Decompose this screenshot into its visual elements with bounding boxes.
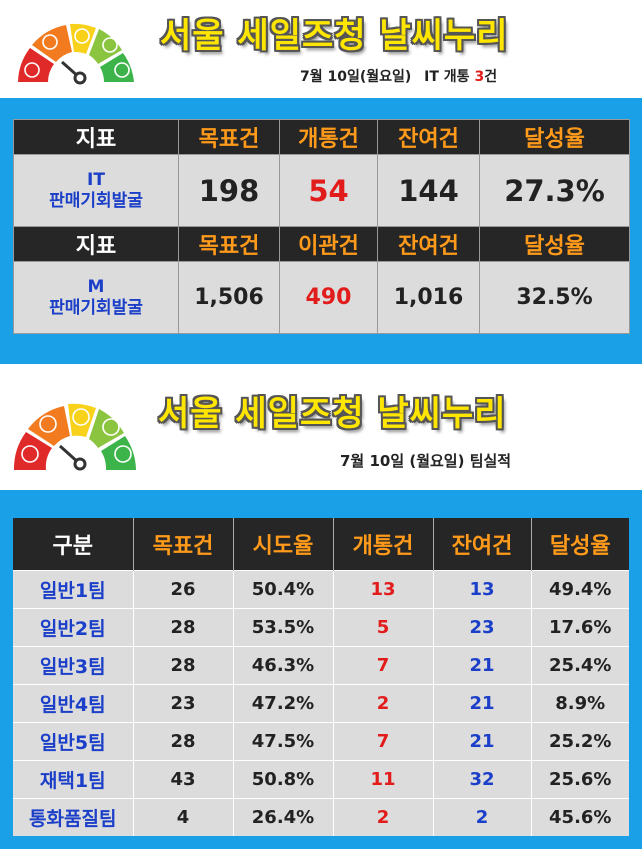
team-remain: 13 bbox=[432, 570, 531, 609]
kpi-header-cell: 개통건 bbox=[279, 119, 378, 155]
panel2-team-table: 구분 목표건 시도율 개통건 잔여건 달성율 일반1팀 26 50.4% 13 13 49… bbox=[13, 518, 629, 836]
panel1-it-count: 3 bbox=[474, 69, 485, 85]
kpi-remain: 144 bbox=[377, 154, 480, 227]
team-name: 일반1팀 bbox=[13, 570, 133, 609]
team-attempt-rate: 50.8% bbox=[232, 760, 333, 799]
team-rate: 8.9% bbox=[530, 684, 629, 723]
kpi-remain: 1,016 bbox=[377, 261, 480, 334]
weather-gauge-icon bbox=[18, 23, 134, 85]
team-attempt-rate: 46.3% bbox=[232, 646, 333, 685]
table-row: 일반3팀 28 46.3% 7 21 25.4% bbox=[13, 646, 629, 685]
team-attempt-rate: 47.5% bbox=[232, 722, 333, 761]
team-remain: 32 bbox=[432, 760, 531, 799]
team-target: 26 bbox=[132, 570, 233, 609]
team-attempt-rate: 50.4% bbox=[232, 570, 333, 609]
kpi-target: 1,506 bbox=[178, 261, 280, 334]
team-done: 7 bbox=[332, 646, 433, 685]
kpi-header-cell: 잔여건 bbox=[377, 226, 480, 262]
table-row: 일반1팀 26 50.4% 13 13 49.4% bbox=[13, 570, 629, 609]
team-rate: 25.2% bbox=[530, 722, 629, 761]
team-name: 일반4팀 bbox=[13, 684, 133, 723]
kpi-row-label: IT 판매기회발굴 bbox=[13, 154, 179, 227]
team-name: 통화품질팀 bbox=[13, 798, 133, 836]
team-rate: 25.6% bbox=[530, 760, 629, 799]
team-done: 2 bbox=[332, 684, 433, 723]
kpi-header-cell: 목표건 bbox=[178, 119, 280, 155]
kpi-header-cell: 지표 bbox=[13, 226, 179, 262]
kpi-rate: 32.5% bbox=[479, 261, 630, 334]
team-header-cell: 달성율 bbox=[530, 518, 629, 571]
team-remain: 21 bbox=[432, 684, 531, 723]
kpi-row-label-line1: M bbox=[87, 276, 105, 297]
team-target: 23 bbox=[132, 684, 233, 723]
kpi-row-label-line2: 판매기회발굴 bbox=[49, 297, 143, 318]
panel1-date: 7월 10일(월요일) bbox=[300, 69, 412, 85]
team-done: 11 bbox=[332, 760, 433, 799]
panel2-subtitle: 7월 10일 (월요일) 팀실적 bbox=[340, 452, 512, 470]
panel1-subtitle: 7월 10일(월요일) IT 개통 3건 bbox=[300, 66, 497, 86]
team-rate: 49.4% bbox=[530, 570, 629, 609]
team-done: 13 bbox=[332, 570, 433, 609]
team-done: 5 bbox=[332, 608, 433, 647]
kpi-header-cell: 이관건 bbox=[279, 226, 378, 262]
kpi-row-label-line2: 판매기회발굴 bbox=[49, 190, 143, 211]
team-header-cell: 잔여건 bbox=[432, 518, 531, 571]
table-row: 일반4팀 23 47.2% 2 21 8.9% bbox=[13, 684, 629, 723]
team-name: 재택1팀 bbox=[13, 760, 133, 799]
team-target: 4 bbox=[132, 798, 233, 836]
kpi-header-cell: 지표 bbox=[13, 119, 179, 155]
team-remain: 23 bbox=[432, 608, 531, 647]
team-done: 7 bbox=[332, 722, 433, 761]
team-header-row: 구분 목표건 시도율 개통건 잔여건 달성율 bbox=[13, 518, 629, 571]
team-attempt-rate: 53.5% bbox=[232, 608, 333, 647]
kpi-header-cell: 목표건 bbox=[178, 226, 280, 262]
panel1-title: 서울 세일즈청 날씨누리 bbox=[160, 16, 509, 56]
team-remain: 2 bbox=[432, 798, 531, 836]
panel1-it-label: IT 개통 bbox=[424, 69, 470, 85]
team-header-cell: 시도율 bbox=[232, 518, 333, 571]
team-header-cell: 개통건 bbox=[332, 518, 433, 571]
team-name: 일반5팀 bbox=[13, 722, 133, 761]
panel1-kpi-table: 지표 목표건 개통건 잔여건 달성율 IT 판매기회발굴 198 54 144 … bbox=[13, 119, 630, 334]
kpi-row-label-line1: IT bbox=[87, 169, 105, 190]
team-target: 28 bbox=[132, 722, 233, 761]
team-target: 28 bbox=[132, 608, 233, 647]
kpi-row-it: IT 판매기회발굴 198 54 144 27.3% bbox=[13, 154, 630, 227]
kpi-header-cell: 달성율 bbox=[479, 226, 630, 262]
team-remain: 21 bbox=[432, 646, 531, 685]
team-name: 일반3팀 bbox=[13, 646, 133, 685]
panel1-it-unit: 건 bbox=[484, 69, 498, 85]
team-remain: 21 bbox=[432, 722, 531, 761]
table-row: 일반2팀 28 53.5% 5 23 17.6% bbox=[13, 608, 629, 647]
table-row: 재택1팀 43 50.8% 11 32 25.6% bbox=[13, 760, 629, 799]
kpi-done: 54 bbox=[279, 154, 378, 227]
team-target: 28 bbox=[132, 646, 233, 685]
team-rate: 45.6% bbox=[530, 798, 629, 836]
kpi-target: 198 bbox=[178, 154, 280, 227]
team-header-cell: 구분 bbox=[13, 518, 133, 571]
panel2-title: 서울 세일즈청 날씨누리 bbox=[158, 394, 507, 434]
team-done: 2 bbox=[332, 798, 433, 836]
team-rate: 25.4% bbox=[530, 646, 629, 685]
table-row: 통화품질팀 4 26.4% 2 2 45.6% bbox=[13, 798, 629, 836]
weather-gauge-icon bbox=[13, 403, 136, 471]
kpi-row-m: M 판매기회발굴 1,506 490 1,016 32.5% bbox=[13, 261, 630, 334]
kpi-header-cell: 잔여건 bbox=[377, 119, 480, 155]
team-rate: 17.6% bbox=[530, 608, 629, 647]
kpi-header-row: 지표 목표건 이관건 잔여건 달성율 bbox=[13, 226, 630, 262]
team-header-cell: 목표건 bbox=[132, 518, 233, 571]
kpi-header-cell: 달성율 bbox=[479, 119, 630, 155]
team-target: 43 bbox=[132, 760, 233, 799]
team-name: 일반2팀 bbox=[13, 608, 133, 647]
team-attempt-rate: 26.4% bbox=[232, 798, 333, 836]
kpi-header-row: 지표 목표건 개통건 잔여건 달성율 bbox=[13, 119, 630, 155]
kpi-done: 490 bbox=[279, 261, 378, 334]
kpi-row-label: M 판매기회발굴 bbox=[13, 261, 179, 334]
table-row: 일반5팀 28 47.5% 7 21 25.2% bbox=[13, 722, 629, 761]
kpi-rate: 27.3% bbox=[479, 154, 630, 227]
team-attempt-rate: 47.2% bbox=[232, 684, 333, 723]
